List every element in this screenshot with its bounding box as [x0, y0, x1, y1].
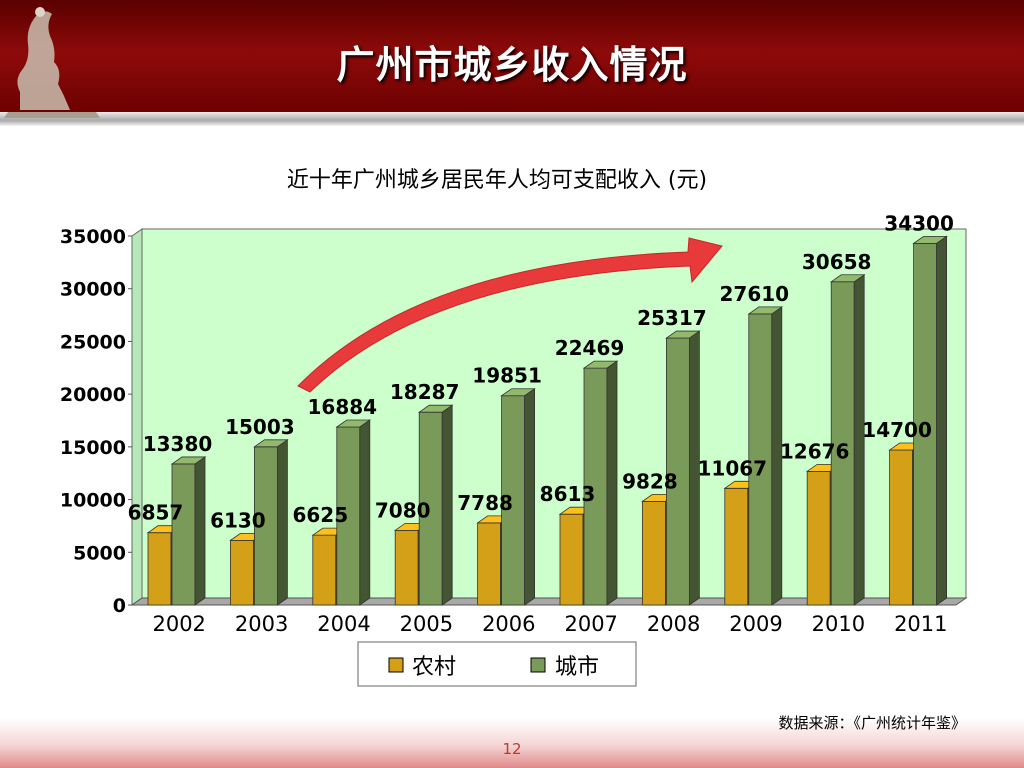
legend-swatch-rural	[388, 657, 404, 673]
y-tick-label: 35000	[60, 226, 126, 248]
y-tick-label: 25000	[60, 331, 126, 353]
data-label-urban: 25317	[637, 306, 707, 330]
data-label-urban: 16884	[308, 395, 378, 419]
bar-urban-2004	[335, 419, 372, 606]
plot-side-wall	[131, 228, 143, 606]
y-tick-label: 0	[113, 595, 126, 617]
data-label-rural: 8613	[540, 482, 596, 506]
x-tick-label: 2007	[564, 612, 617, 636]
x-tick-label: 2010	[812, 612, 865, 636]
x-tick-label: 2008	[647, 612, 700, 636]
y-tick-label: 20000	[60, 384, 126, 406]
y-tick-label: 5000	[73, 542, 126, 564]
data-label-rural: 12676	[780, 439, 850, 463]
data-label-rural: 7788	[457, 491, 513, 515]
legend-label-rural: 农村	[412, 655, 456, 680]
bar-urban-2003	[253, 439, 289, 606]
legend-box	[357, 641, 637, 687]
data-label-urban: 27610	[720, 282, 790, 306]
page-number: 12	[502, 740, 522, 758]
data-label-urban: 22469	[555, 336, 625, 360]
bar-urban-2009	[747, 306, 784, 606]
data-label-urban: 13380	[143, 432, 213, 456]
bar-urban-2002	[170, 456, 207, 606]
data-label-rural: 7080	[375, 498, 431, 522]
bottom-decoration	[0, 718, 1024, 768]
data-label-rural: 9828	[622, 469, 678, 493]
y-axis: 0 5000 10000 15000 20000 25000 30000 35000	[60, 226, 132, 617]
y-tick-label: 30000	[60, 279, 126, 301]
x-tick-label: 2011	[894, 612, 947, 636]
x-tick-label: 2009	[729, 612, 782, 636]
bar-urban-2007	[582, 360, 619, 606]
chart-title: 近十年广州城乡居民年人均可支配收入 (元)	[287, 168, 707, 193]
header-banner	[0, 0, 1024, 118]
legend: 农村 城市	[357, 641, 637, 687]
bar-urban-2006	[500, 387, 536, 606]
header-silver-stripe	[0, 112, 1024, 126]
x-tick-label: 2004	[317, 612, 370, 636]
legend-swatch-urban	[530, 657, 546, 673]
source-note: 数据来源：《广州统计年鉴》	[778, 714, 966, 732]
bar-urban-2005	[417, 404, 454, 606]
bar-urban-2010	[829, 274, 866, 606]
trend-arrow-icon	[297, 237, 723, 393]
data-label-urban: 19851	[472, 364, 542, 388]
data-label-rural: 6857	[128, 501, 184, 525]
x-tick-label: 2003	[235, 612, 288, 636]
data-label-rural: 11067	[698, 456, 768, 480]
bar-urban-2008	[665, 330, 701, 606]
data-label-group: 6857 13380 6130 15003 6625 16884 7080 18287 7788…	[128, 211, 954, 532]
y-tick-label: 15000	[60, 437, 126, 459]
goat-statue-logo	[4, 7, 100, 118]
data-label-rural: 6130	[210, 508, 266, 532]
bar-group	[146, 235, 948, 606]
x-tick-label: 2006	[482, 612, 535, 636]
x-axis: 2002 2003 2004 2005 2006 2007 2008 2009 2010 2011	[152, 612, 947, 636]
x-tick-label: 2002	[152, 612, 205, 636]
data-label-rural: 14700	[862, 418, 932, 442]
bar-urban-2011	[912, 235, 948, 606]
data-label-urban: 15003	[225, 415, 295, 439]
data-label-urban: 34300	[884, 211, 954, 235]
data-label-rural: 6625	[292, 503, 348, 527]
y-tick-label: 10000	[60, 490, 126, 512]
data-label-urban: 18287	[390, 380, 460, 404]
x-tick-label: 2005	[400, 612, 453, 636]
legend-label-urban: 城市	[555, 655, 599, 680]
page-title: 广州市城乡收入情况	[336, 43, 688, 87]
data-label-urban: 30658	[802, 250, 872, 274]
